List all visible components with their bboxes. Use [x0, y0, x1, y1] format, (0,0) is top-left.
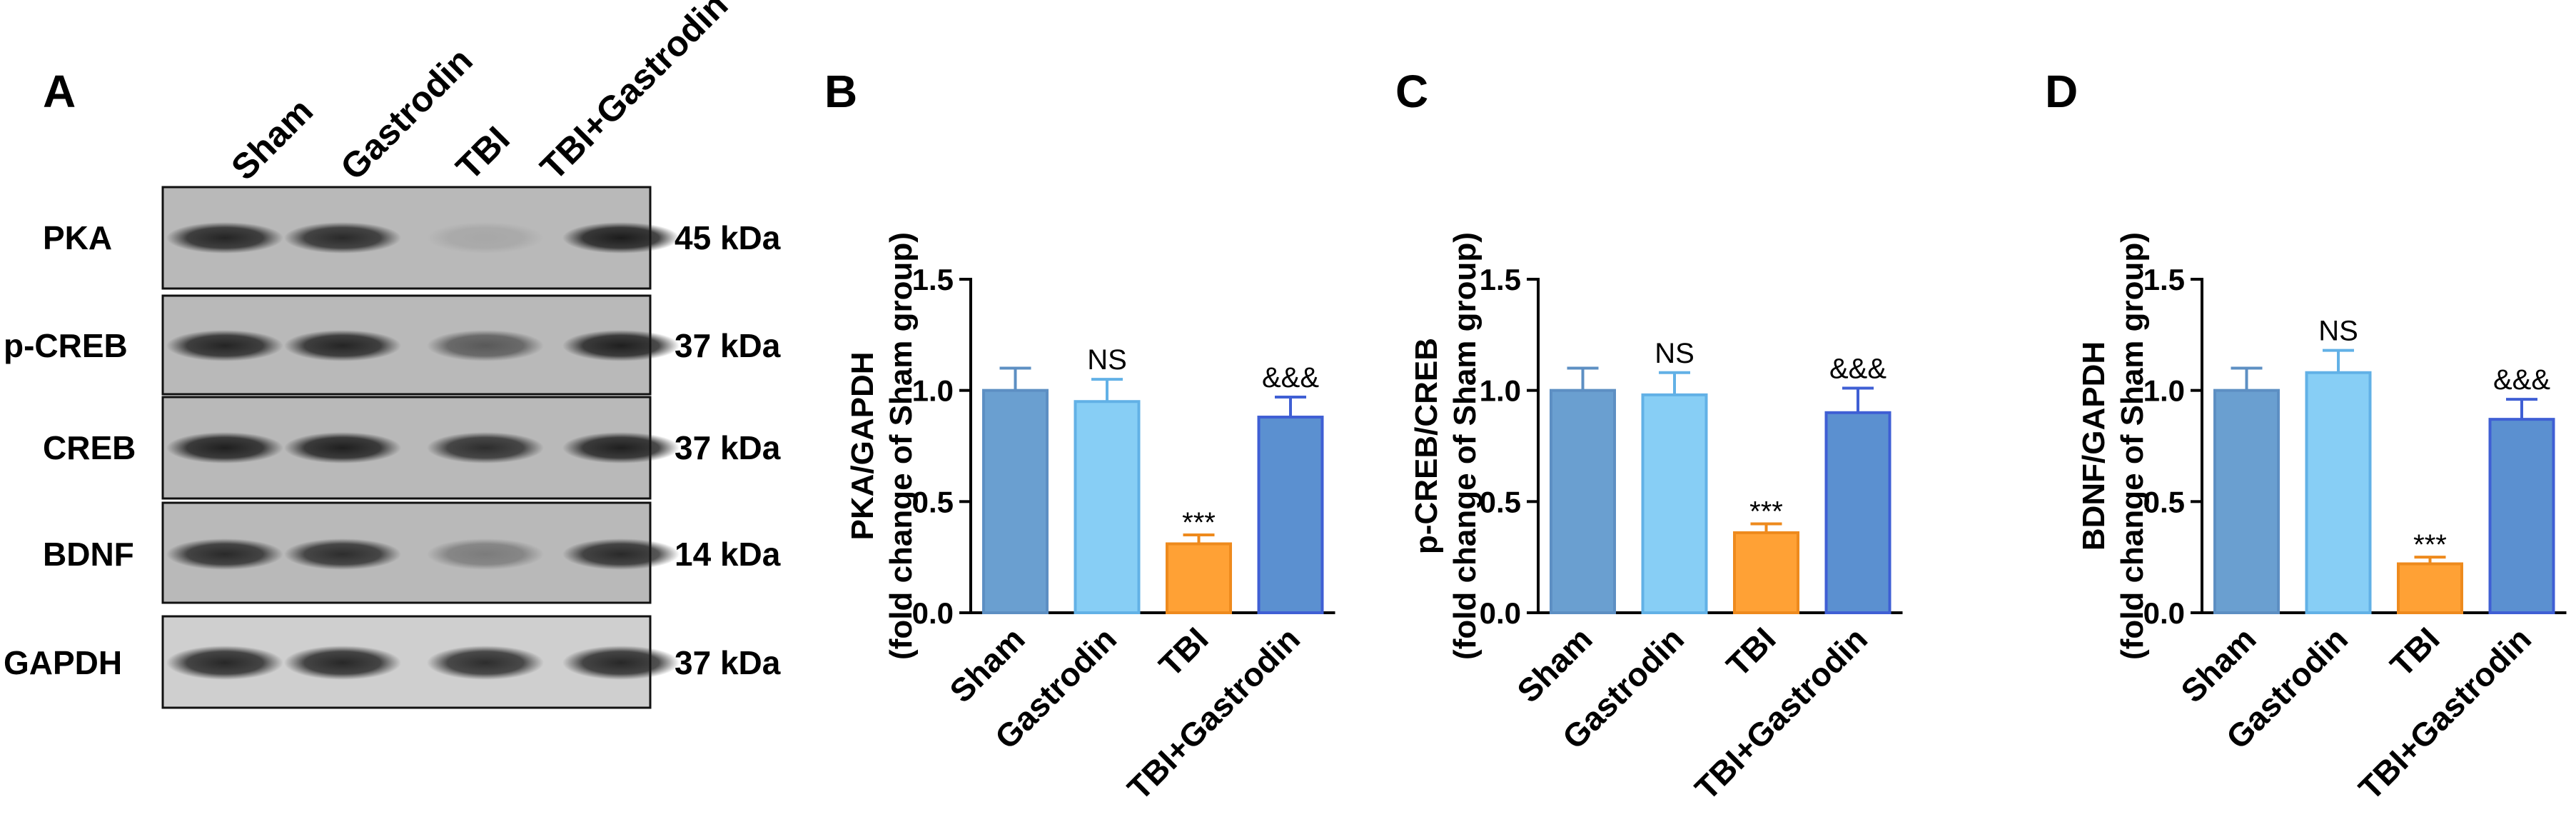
blot-band	[166, 646, 283, 680]
blot-band	[284, 646, 401, 680]
blot-band	[284, 330, 401, 361]
bar	[982, 389, 1049, 615]
significance-label: ***	[1749, 496, 1783, 527]
blot-band	[166, 432, 283, 463]
bar	[1550, 389, 1616, 615]
y-axis-title: (fold change of Sham group)	[2115, 232, 2150, 660]
x-tick-label: TBI	[2383, 620, 2446, 683]
blot-row: GAPDH 37 kDa	[4, 615, 781, 709]
blot-band	[427, 538, 544, 570]
protein-label: GAPDH	[4, 644, 122, 681]
blot-band	[284, 538, 401, 570]
x-tick-label: Sham	[2173, 620, 2263, 709]
panel-letter-c: C	[1395, 66, 1428, 117]
panel-b: B 0.0 0.5 1.0 1.5 PKA/GAPDH (fold change of Sh…	[824, 66, 1335, 807]
blot-band	[284, 432, 401, 463]
lane-label: TBI+Gastrodin	[532, 0, 735, 188]
significance-label: &&&	[2493, 364, 2550, 396]
x-tick-label: Sham	[942, 620, 1031, 709]
bar	[1824, 411, 1891, 614]
blot-band	[562, 646, 680, 680]
y-tick-label: 1.0	[1480, 374, 1521, 408]
significance-label: &&&	[1262, 362, 1319, 394]
kda-label: 37 kDa	[675, 644, 781, 681]
x-tick-label: TBI	[1151, 620, 1215, 683]
blot-band	[166, 330, 283, 361]
y-tick-label: 0.0	[912, 596, 954, 630]
y-tick-label: 0.0	[1480, 596, 1521, 630]
x-tick-label: TBI+Gastrodin	[1120, 620, 1307, 807]
y-tick-label: 0.5	[2143, 485, 2185, 518]
significance-label: &&&	[1829, 354, 1886, 385]
blot-band	[427, 646, 544, 680]
blot-row: CREB 37 kDa	[43, 396, 781, 500]
y-axis-title: (fold change of Sham group)	[884, 232, 919, 660]
y-tick-label: 1.5	[912, 263, 954, 296]
lane-label: Sham	[223, 91, 320, 188]
x-tick-label: TBI	[1719, 620, 1782, 683]
blot-band	[427, 222, 544, 254]
blot-row: BDNF 14 kDa	[43, 501, 781, 604]
panel-d: D 0.0 0.5 1.0 1.5 BDNF/GAPDH (fold change of S…	[2045, 66, 2567, 807]
significance-label: NS	[1655, 338, 1694, 369]
y-tick-label: 1.5	[1480, 263, 1521, 296]
significance-label: NS	[2318, 316, 2358, 347]
protein-label: CREB	[43, 429, 136, 466]
protein-label: p-CREB	[4, 327, 128, 364]
blot-band	[166, 222, 283, 254]
y-tick-label: 0.5	[1480, 485, 1521, 518]
panel-letter-a: A	[43, 66, 76, 117]
y-axis-title: PKA/GAPDH	[845, 351, 880, 540]
significance-label: ***	[2413, 529, 2447, 561]
x-tick-label: TBI+Gastrodin	[2351, 620, 2538, 807]
protein-label: PKA	[43, 219, 112, 256]
kda-label: 14 kDa	[675, 536, 781, 573]
panel-letter-b: B	[824, 66, 857, 117]
bar	[1641, 393, 1708, 614]
significance-label: ***	[1182, 507, 1216, 538]
protein-label: BDNF	[43, 536, 134, 573]
y-axis-title: p-CREB/CREB	[1409, 338, 1444, 554]
kda-label: 37 kDa	[675, 327, 781, 364]
blot-band	[284, 222, 401, 254]
bar	[2213, 389, 2280, 615]
y-tick-label: 1.0	[912, 374, 954, 408]
significance-label: NS	[1087, 344, 1127, 376]
blot-band	[562, 432, 680, 463]
kda-label: 45 kDa	[675, 219, 781, 256]
blot-band	[562, 538, 680, 570]
blot-band	[427, 432, 544, 463]
bar	[1257, 416, 1324, 614]
blot-band	[166, 538, 283, 570]
blot-band	[562, 222, 680, 254]
bar	[2305, 371, 2372, 614]
bar	[1166, 542, 1232, 615]
x-tick-label: Sham	[1510, 620, 1599, 709]
bar	[2488, 418, 2555, 614]
y-tick-label: 1.0	[2143, 374, 2185, 408]
y-tick-label: 1.5	[2143, 263, 2185, 296]
y-axis-title: BDNF/GAPDH	[2076, 341, 2111, 551]
blot-row: PKA 45 kDa	[43, 186, 781, 290]
y-tick-label: 0.5	[912, 485, 954, 518]
panel-letter-d: D	[2045, 66, 2078, 117]
blot-band	[562, 330, 680, 361]
kda-label: 37 kDa	[675, 429, 781, 466]
y-tick-label: 0.0	[2143, 596, 2185, 630]
bar	[1733, 531, 1799, 614]
bar	[2397, 562, 2463, 614]
lane-label: TBI	[448, 119, 517, 188]
panel-c: C 0.0 0.5 1.0 1.5 p-CREB/CREB (fold change of …	[1395, 66, 1903, 807]
blot-row: p-CREB 37 kDa	[4, 294, 781, 396]
bar	[1074, 400, 1141, 614]
x-tick-label: TBI+Gastrodin	[1687, 620, 1874, 807]
blot-band	[427, 330, 544, 361]
y-axis-title: (fold change of Sham group)	[1448, 232, 1483, 660]
